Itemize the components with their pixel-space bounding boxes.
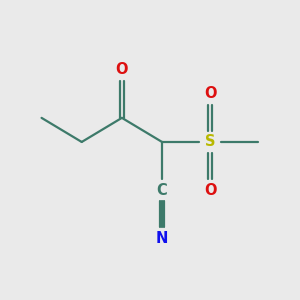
Text: O: O bbox=[204, 183, 217, 198]
Text: N: N bbox=[156, 231, 168, 246]
Text: O: O bbox=[204, 86, 217, 101]
Text: S: S bbox=[205, 134, 215, 149]
Text: C: C bbox=[157, 183, 167, 198]
Text: O: O bbox=[116, 62, 128, 77]
